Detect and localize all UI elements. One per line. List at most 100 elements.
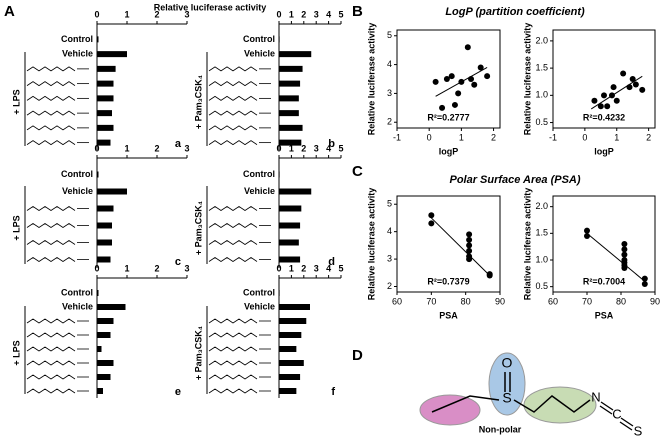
nonpolar-region (523, 386, 597, 424)
structure (26, 81, 76, 87)
bar (279, 388, 297, 394)
y-tick-label: 3 (387, 88, 392, 98)
point (621, 246, 628, 253)
group-label: + Pam₃CSK₄ (193, 201, 203, 255)
structure (26, 360, 76, 366)
bar (279, 95, 299, 102)
point (584, 227, 590, 234)
structure (208, 81, 258, 87)
x-tick-label: 3 (314, 9, 319, 19)
group-label: + LPS (11, 215, 21, 240)
x-tick-label: 0 (276, 263, 281, 273)
x-tick-label: 5 (338, 9, 343, 19)
bar (279, 346, 297, 352)
bar (279, 222, 301, 229)
bar (97, 65, 116, 72)
panel-label: C (352, 163, 363, 180)
point (632, 81, 639, 88)
category-label: Vehicle (244, 186, 275, 196)
structure (208, 110, 258, 116)
bar (97, 346, 102, 352)
category-label: Control (243, 287, 275, 297)
x-tick-label: 1 (124, 143, 129, 153)
atom: N (591, 389, 600, 404)
category-label: Control (61, 34, 93, 44)
x-tick-label: 1 (124, 9, 129, 19)
point (464, 44, 471, 51)
bar (97, 110, 112, 117)
x-tick-label: 4 (326, 143, 331, 153)
x-tick-label: -1 (549, 132, 557, 142)
category-label: Vehicle (62, 49, 93, 59)
bar (279, 188, 312, 195)
bar (97, 256, 111, 263)
chart-label: b (328, 138, 335, 150)
structure (26, 223, 76, 228)
panel-label: D (352, 347, 363, 364)
bar (279, 290, 280, 296)
structure (208, 346, 258, 352)
point (613, 97, 620, 104)
panel-title: Polar Surface Area (PSA) (449, 174, 580, 186)
plot-frame (396, 29, 501, 129)
x-tick-label: 2 (154, 263, 159, 273)
annotation: R²=0.7004 (583, 276, 625, 286)
x-tick-label: 2 (491, 132, 496, 142)
x-tick-label: 70 (582, 296, 592, 306)
structure (26, 346, 76, 352)
x-tick-label: 4 (326, 9, 331, 19)
nonpolar-region (419, 394, 481, 426)
point (591, 97, 598, 104)
y-axis-title: Relative luciferase activity (366, 23, 376, 136)
group-label: + Pam₃CSK₄ (193, 75, 203, 129)
bar (97, 95, 114, 102)
point (584, 233, 590, 239)
x-tick-label: 3 (184, 263, 189, 273)
x-tick-label: 1 (289, 9, 294, 19)
bar (279, 256, 301, 263)
bar (279, 318, 307, 324)
point (629, 76, 636, 82)
x-tick-label: 2 (301, 263, 306, 273)
y-tick-label: 0.5 (535, 281, 548, 291)
category-label: Vehicle (62, 186, 93, 196)
structure (26, 66, 76, 72)
bond (620, 417, 634, 427)
chart-label: c (175, 256, 181, 268)
structure (208, 206, 258, 211)
bar (279, 124, 303, 131)
bar (279, 171, 280, 178)
x-tick-label: 2 (154, 143, 159, 153)
chart-label: d (328, 256, 335, 268)
structure (208, 332, 258, 338)
y-axis-title: Relative luciferase activity (522, 23, 532, 136)
structure (26, 110, 76, 116)
bar (279, 239, 299, 246)
axis-title: Relative luciferase activity (154, 2, 267, 12)
y-tick-label: 5 (387, 30, 392, 40)
x-axis-title: logP (439, 146, 459, 156)
atom: S (502, 390, 511, 406)
y-tick-label: 3 (387, 253, 392, 263)
category-label: Control (61, 169, 93, 179)
structure (26, 388, 76, 394)
bar (279, 374, 301, 380)
point (620, 70, 627, 77)
x-tick-label: 70 (426, 296, 436, 306)
x-tick-label: 0 (94, 143, 99, 153)
bar (279, 36, 280, 43)
point (466, 256, 473, 263)
group-label: + Pam₃CSK₄ (193, 326, 203, 380)
point (471, 81, 478, 88)
point (621, 251, 628, 258)
point (641, 275, 648, 282)
x-tick-label: 5 (338, 143, 343, 153)
bond (599, 405, 613, 415)
plot-frame (552, 195, 656, 293)
bar (279, 205, 302, 212)
fit-line (430, 217, 491, 276)
point (468, 76, 475, 82)
x-tick-label: 60 (548, 296, 558, 306)
chart-label: a (175, 138, 182, 150)
